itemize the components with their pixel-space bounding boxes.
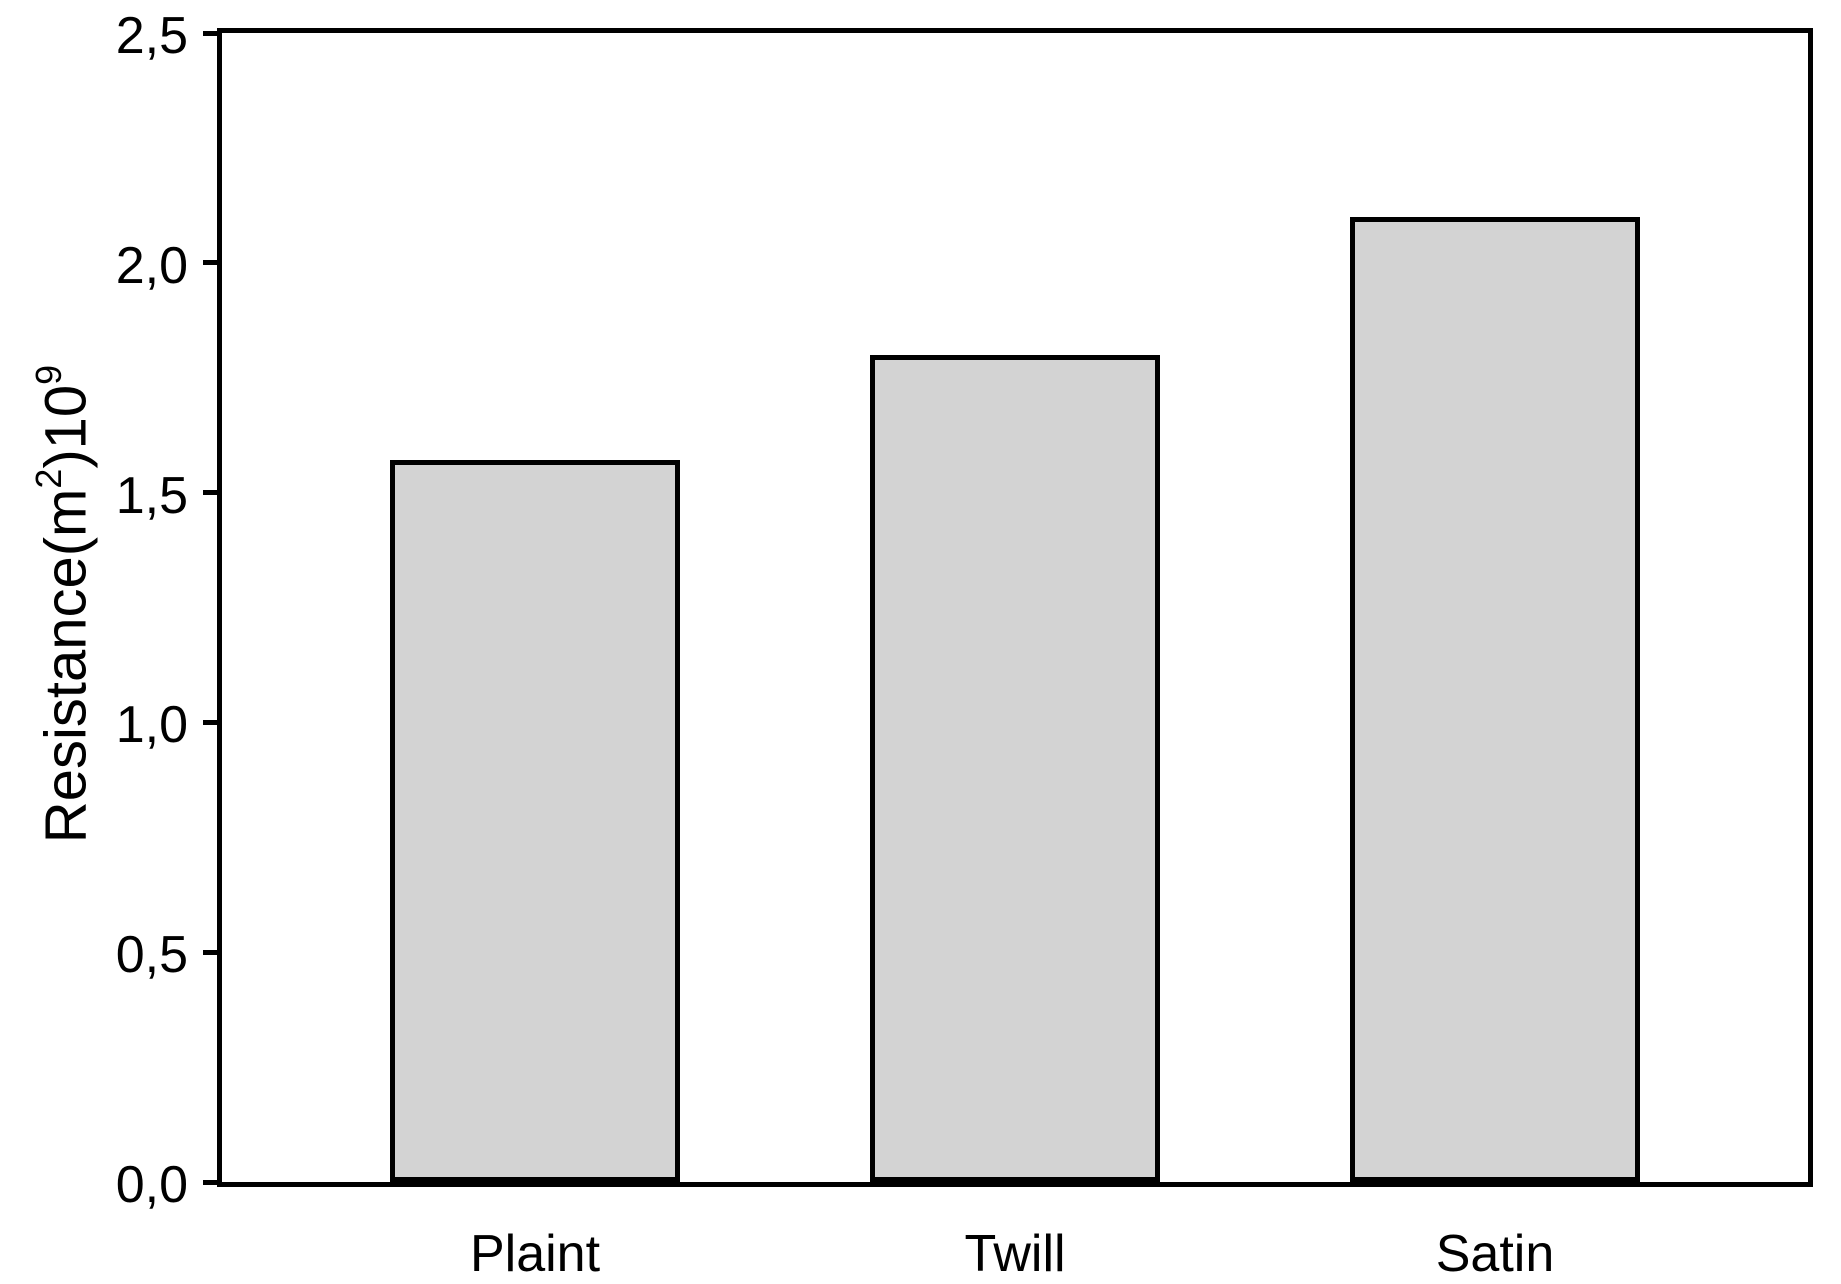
plot-area <box>217 28 1813 1187</box>
y-axis-tick <box>203 1180 222 1185</box>
bar-plaint <box>390 460 680 1182</box>
y-tick-label: 0,0 <box>115 1156 188 1214</box>
y-axis-title-text: Resistance(m <box>33 488 99 844</box>
x-category-label-plaint: Plaint <box>469 1225 601 1283</box>
y-axis-tick <box>203 490 222 495</box>
y-axis-title-mid: )10 <box>33 384 99 469</box>
y-tick-label: 0,5 <box>115 926 188 984</box>
y-tick-label: 1,0 <box>115 696 188 754</box>
y-axis-tick <box>203 31 222 36</box>
y-axis-tick <box>203 260 222 265</box>
bar-satin <box>1350 217 1640 1182</box>
y-axis-tick <box>203 950 222 955</box>
x-category-label-twill: Twill <box>964 1225 1066 1283</box>
y-tick-label: 2,5 <box>115 7 188 65</box>
y-axis-title: Resistance(m2)109 <box>17 204 98 1004</box>
y-tick-label: 2,0 <box>115 237 188 295</box>
x-category-label-satin: Satin <box>1435 1225 1555 1283</box>
bar-twill <box>870 355 1160 1182</box>
y-tick-label: 1,5 <box>115 467 188 525</box>
y-axis-tick <box>203 720 222 725</box>
y-axis-title-superscript-9: 9 <box>28 364 70 385</box>
